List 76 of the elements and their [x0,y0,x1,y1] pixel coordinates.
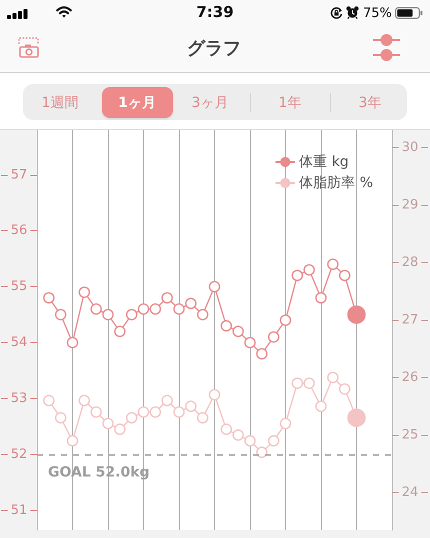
legend-label: 体重 kg [299,154,349,170]
y2-tick-label: 26 [402,370,418,385]
point [126,308,138,320]
y2-tick-label: 27 [402,312,418,328]
point [280,314,292,326]
legend-label: 体脂肪率 % [299,175,374,191]
point [185,298,197,310]
point [66,435,78,446]
y2-tick-label: 25 [402,428,418,443]
y-tick-label: 53 [10,391,28,406]
point [256,348,268,360]
point [66,336,78,348]
point [173,303,185,315]
text: 3年 [358,95,382,111]
point [315,292,327,304]
text: 1週間 [42,95,78,111]
y-tick-label: 54 [10,335,28,350]
point [138,303,150,315]
text: 75% [363,6,392,21]
point [208,389,220,400]
point [196,412,208,424]
point [126,412,138,424]
point [43,292,55,304]
point [161,292,173,304]
chart-title: グラフ [187,38,241,59]
point [161,394,173,406]
point [78,286,90,298]
point [338,270,350,282]
point [303,378,315,389]
point [150,406,162,418]
text: 7:39 [196,3,234,21]
y-tick-label: 51 [10,502,28,518]
point [244,435,256,446]
point [114,424,126,435]
point [232,326,244,338]
point [327,372,339,384]
point [54,412,66,424]
point [138,406,150,418]
y2-tick-label: 28 [402,254,418,270]
point [338,383,350,395]
point [292,270,304,282]
point [102,308,114,320]
point [244,336,256,348]
y-tick-label: 55 [10,279,28,294]
point [54,308,66,320]
text: 1ヶ月 [118,95,156,111]
point [315,400,327,412]
point [280,418,292,430]
point [114,326,126,338]
y-tick-label: 52 [10,446,28,462]
point [78,394,90,406]
point [196,308,208,320]
point [173,406,185,418]
point [102,418,114,430]
point [232,429,244,441]
text: 3ヶ月 [192,95,228,111]
point [220,320,232,332]
point [90,303,102,315]
point [256,446,268,458]
y-tick-label: 57 [10,167,28,182]
y2-tick-label: 30 [402,140,418,155]
point [268,331,280,343]
point [327,258,339,270]
point [268,435,280,446]
point [220,424,232,435]
y2-tick-label: 24 [402,485,418,500]
point [292,378,304,389]
point [303,264,315,276]
y-tick-label: 56 [10,223,28,238]
text: 1年 [278,95,302,111]
point [208,280,220,292]
point [90,406,102,418]
y2-tick-label: 29 [402,197,418,212]
point [43,394,55,406]
point [185,400,197,412]
point [150,303,162,315]
